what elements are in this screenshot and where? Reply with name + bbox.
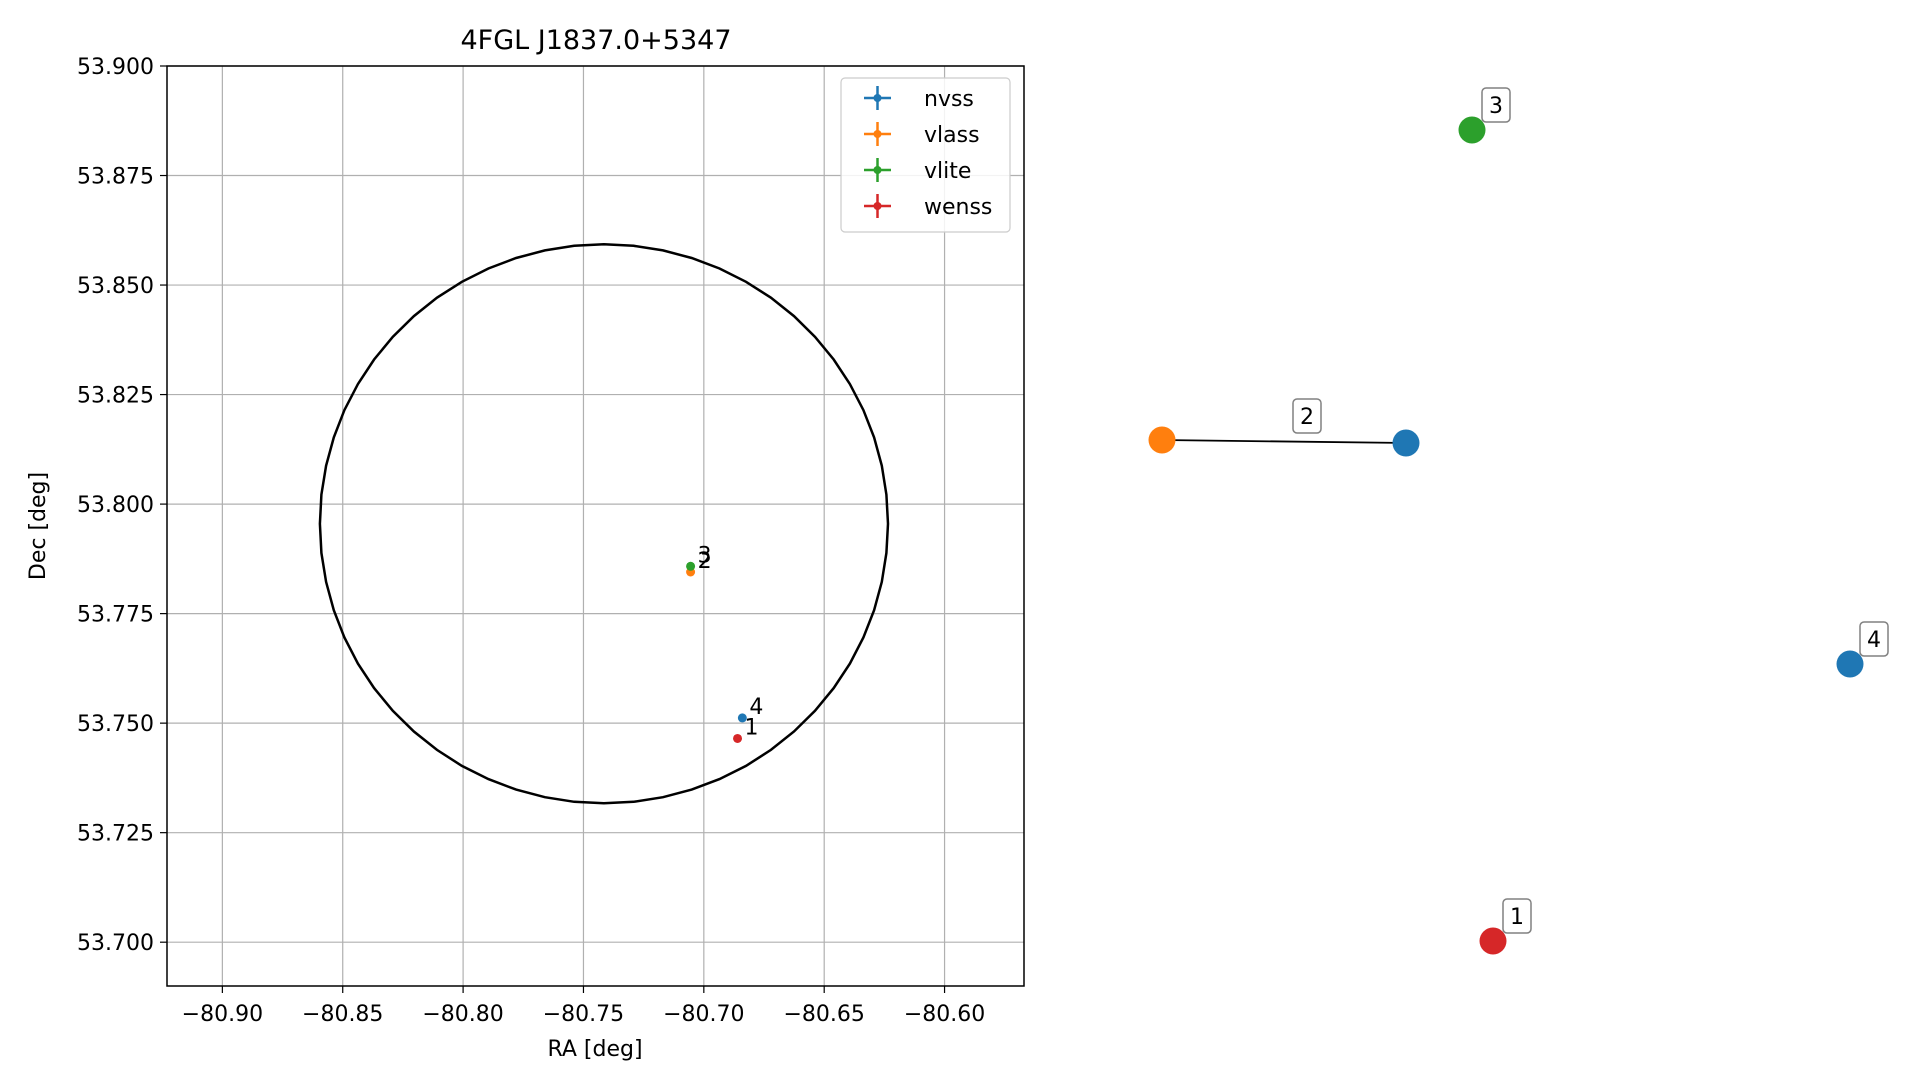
x-tick-label: −80.65: [783, 1002, 864, 1027]
x-tick-label: −80.60: [904, 1002, 985, 1027]
legend-label-vlass: vlass: [924, 123, 980, 148]
data-point-vlite: [686, 561, 696, 571]
network-node-nvss-2: [1392, 429, 1420, 457]
network-node-vlite-3: [1458, 116, 1486, 144]
x-tick-label: −80.85: [302, 1002, 383, 1027]
network-label-box: [1292, 398, 1322, 434]
y-tick-label: 53.725: [77, 822, 154, 847]
network-label-box: [1481, 87, 1511, 123]
y-tick-label: 53.900: [77, 55, 154, 80]
point-label-3: 3: [698, 543, 712, 568]
legend-marker-nvss-dot: [873, 94, 882, 102]
legend-label-nvss: nvss: [924, 87, 974, 112]
y-tick-label: 53.700: [77, 931, 154, 956]
y-tick-label: 53.850: [77, 274, 154, 299]
legend: nvss vlass vlite wenss: [840, 77, 1011, 233]
legend-label-wenss: wenss: [924, 195, 992, 220]
network-panel: 2 3 4 1: [1148, 87, 1889, 955]
y-tick-label: 53.750: [77, 712, 154, 737]
x-tick-label: −80.70: [663, 1002, 744, 1027]
plot-frame: [166, 65, 1025, 987]
y-ticks: 53.700 53.725 53.750 53.775 53.800 53.825 53.8…: [77, 55, 167, 956]
x-tick-label: −80.90: [182, 1002, 263, 1027]
data-point-wenss: [733, 733, 743, 743]
network-node-vlass-2: [1148, 426, 1176, 454]
y-tick-label: 53.800: [77, 493, 154, 518]
point-label-4: 4: [749, 695, 763, 720]
legend-entries: nvss vlass vlite wenss: [864, 86, 992, 220]
x-axis-label: RA [deg]: [547, 1037, 642, 1062]
x-ticks: −80.90 −80.85 −80.80 −80.75 −80.70 −80.65 −80.…: [182, 986, 985, 1027]
legend-label-vlite: vlite: [924, 159, 971, 184]
network-label-3: 3: [1489, 94, 1503, 119]
x-tick-label: −80.80: [422, 1002, 503, 1027]
scatter-panel: 4FGL J1837.0+5347 4 23 1 −80.90 −80.85 −80.8…: [26, 25, 1025, 1062]
data-point-nvss: [737, 713, 747, 723]
legend-marker-wenss-dot: [873, 202, 882, 210]
legend-marker-vlass-dot: [873, 130, 882, 138]
point-label-2: 2: [698, 549, 712, 574]
network-node-nvss-4: [1836, 650, 1864, 678]
network-label-1: 1: [1510, 905, 1524, 930]
error-ellipse: [318, 243, 890, 805]
y-axis-label: Dec [deg]: [26, 472, 51, 580]
point-label-1: 1: [745, 715, 759, 740]
x-tick-label: −80.75: [543, 1002, 624, 1027]
y-tick-label: 53.775: [77, 603, 154, 628]
network-edge: [1161, 439, 1407, 444]
legend-marker-vlite-dot: [873, 166, 882, 174]
network-label-2: 2: [1300, 405, 1314, 430]
network-label-box: [1502, 898, 1532, 934]
y-tick-label: 53.825: [77, 384, 154, 409]
y-tick-label: 53.875: [77, 165, 154, 190]
network-label-4: 4: [1867, 628, 1881, 653]
network-node-wenss-1: [1479, 927, 1507, 955]
chart-title: 4FGL J1837.0+5347: [460, 25, 731, 56]
network-label-box: [1859, 621, 1889, 657]
legend-box: [840, 77, 1011, 233]
points-layer: 4 23 1: [686, 543, 763, 743]
